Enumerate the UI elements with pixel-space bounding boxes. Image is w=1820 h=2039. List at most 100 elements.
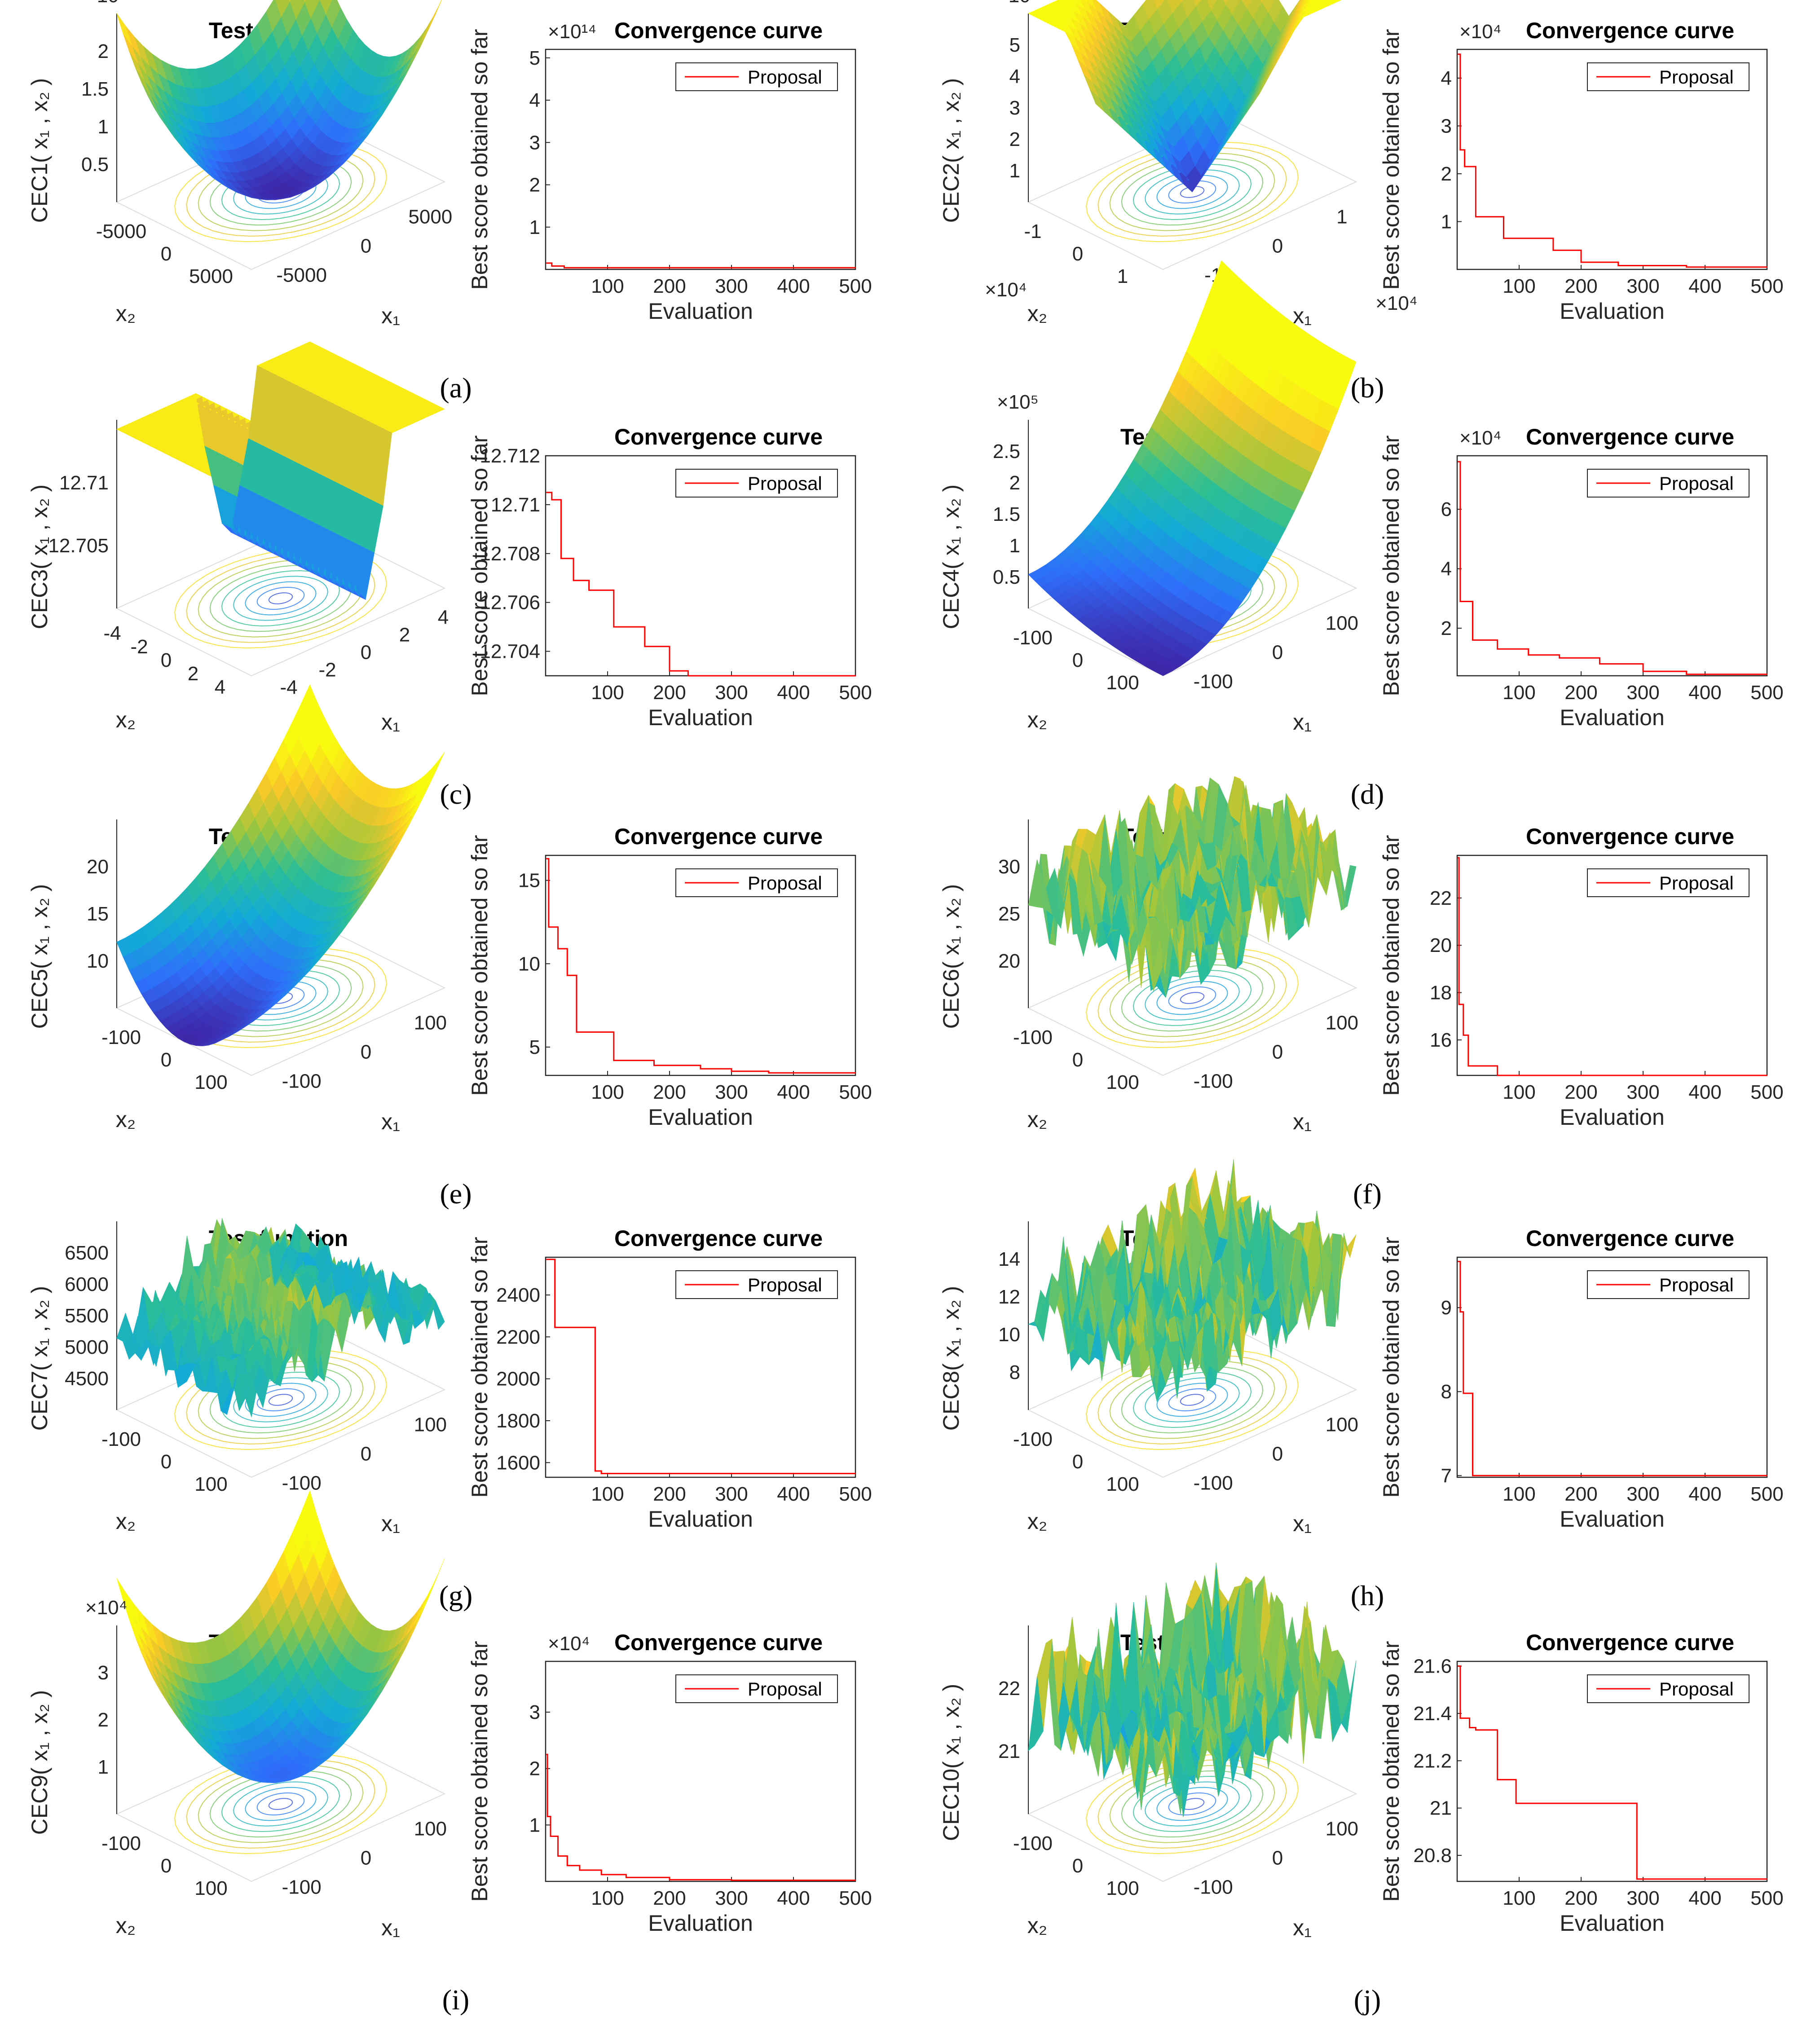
z-axis-label: CEC6( x₁ , x₂ ) [939,884,964,1029]
convergence-line [546,1753,855,1881]
x-tick-label: 400 [777,1887,810,1909]
surface-cell [1027,1321,1044,1342]
x-tick-label: 100 [1503,1483,1535,1505]
x-tick-label: 100 [591,1887,624,1909]
x-tick-label: 500 [1750,275,1783,297]
x-tick-label: 300 [1626,1483,1659,1505]
z-tick-label: 30 [998,856,1020,878]
x-tick-label: 500 [839,682,872,704]
y-tick-label: 10 [518,953,540,975]
y-tick-label: 4 [1441,558,1452,580]
x1-tick-label: 4 [438,607,449,629]
x2-tick-label: 0 [161,1049,172,1071]
y-tick-label: 9 [1441,1297,1452,1319]
panel-label: (d) [1351,778,1384,810]
convergence-title: Convergence curve [614,1226,823,1251]
x-tick-label: 300 [715,1887,748,1909]
x1-tick-label: 0 [361,642,371,664]
z-tick-label: 20 [87,856,109,878]
x-tick-label: 300 [1626,275,1659,297]
x2-axis-label: x₂ [1027,707,1047,732]
surface-mesh [1027,1159,1357,1402]
panel-label: (c) [440,778,472,810]
surface-cell [1028,859,1044,908]
x-tick-label: 300 [715,1081,748,1103]
y-axis-label: Best score obtained so far [1379,1237,1404,1498]
panel-label: (b) [1351,372,1384,404]
y-axis-label: Best score obtained so far [1379,835,1404,1096]
x1-axis-label: x₁ [1293,1109,1312,1134]
x1-tick-label: 0 [361,1443,371,1465]
x-tick-label: 500 [1750,1081,1783,1103]
surface-cell [116,13,132,46]
y-tick-label: 1800 [496,1410,540,1432]
contour-line [1086,1349,1299,1450]
x1-tick-label: -100 [1194,1472,1233,1494]
x-axis-label: Evaluation [1560,1506,1665,1532]
surface-plot-6: Test function202530CEC6( x₁ , x₂ )-10001… [939,776,1358,1134]
x2-exponent: ×10⁴ [985,279,1027,301]
y-tick-label: 20 [1430,934,1452,956]
x-axis-label: Evaluation [648,299,753,324]
surface-cell [429,0,442,27]
contour-line [1109,1361,1275,1439]
z-tick-label: 15 [87,903,109,925]
z-tick-label: 6000 [65,1273,109,1295]
surface-cell [1260,0,1263,3]
z-axis-label: CEC2( x₁ , x₂ ) [939,78,964,223]
contour-line [1156,981,1228,1015]
surface-cell [116,1312,132,1342]
x1-tick-label: 100 [414,1012,447,1034]
contour-line [245,1787,317,1821]
contour-line [1168,1792,1216,1816]
x2-axis-label: x₂ [116,707,136,732]
y-tick-label: 2000 [496,1368,540,1390]
x1-tick-label: 0 [361,235,371,257]
x2-tick-label: 100 [1106,672,1139,694]
surface-mesh [1028,1563,1357,1817]
surface-cell [1153,0,1165,9]
x2-tick-label: -100 [1013,1428,1053,1450]
x-tick-label: 500 [1750,682,1783,704]
y-tick-label: 18 [1430,982,1452,1004]
x-tick-label: 400 [1688,1081,1721,1103]
legend-label: Proposal [748,66,822,88]
z-tick-label: 8 [1009,1361,1020,1383]
x2-axis-label: x₂ [116,301,136,326]
contour-line [1109,959,1275,1037]
contour-line [1086,947,1299,1048]
x-tick-label: 400 [777,275,810,297]
z-tick-label: 5500 [65,1305,109,1327]
z-tick-label: 10 [87,950,109,972]
y-tick-label: 2200 [496,1326,540,1348]
x1-tick-label: 0 [1272,1041,1283,1063]
x-tick-label: 100 [591,1081,624,1103]
x-tick-label: 400 [777,682,810,704]
contour-line [1145,1377,1240,1422]
x2-tick-label: 0 [161,1855,172,1877]
x2-tick-label: 4 [215,676,225,698]
legend-label: Proposal [748,1678,822,1700]
y-tick-label: 12.712 [480,445,540,467]
z-tick-label: 12 [998,1286,1020,1308]
y-tick-label: 12.704 [480,641,540,663]
x-tick-label: 500 [839,1483,872,1505]
z-tick-label: 1.5 [993,503,1020,525]
surface-cell [1180,0,1183,3]
x2-axis-label: x₂ [1027,1107,1047,1132]
x-tick-label: 200 [1564,275,1597,297]
surface-plot-1: Test function0.511.52×10¹³CEC1( x₁ , x₂ … [27,0,452,328]
z-axis-label: CEC9( x₁ , x₂ ) [27,1690,52,1835]
legend-box [675,62,838,91]
x1-tick-label: -100 [282,1876,322,1898]
x1-tick-label: -4 [280,677,297,699]
legend-label: Proposal [748,1274,822,1295]
x-axis-label: Evaluation [648,1911,753,1936]
z-tick-label: 0.5 [993,566,1020,588]
legend-label: Proposal [1659,66,1734,88]
surface-mesh [116,1218,445,1418]
